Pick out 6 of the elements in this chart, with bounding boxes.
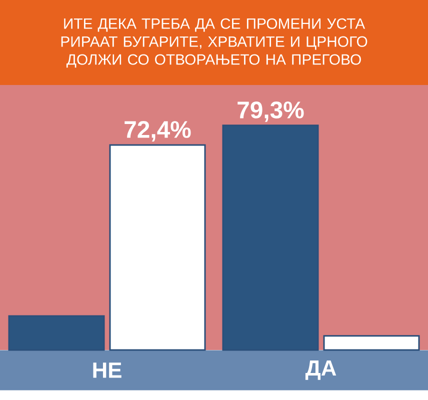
chart-title: ИТЕ ДЕКА ТРЕБА ДА СЕ ПРОМЕНИ УСТА РИРААТ БУГАРИТЕ, ХРВАТИТЕ И ЦРНОГО ДОЛЖИ СО ОТВОРАЊЕТО НА ПРЕГОВО [61, 18, 368, 68]
bar [323, 335, 420, 351]
data-label: 72,4% [124, 121, 191, 142]
x-tick-label: ДА [305, 360, 336, 380]
x-tick-label: НЕ [93, 362, 122, 378]
data-label: 79,3% [238, 102, 304, 122]
